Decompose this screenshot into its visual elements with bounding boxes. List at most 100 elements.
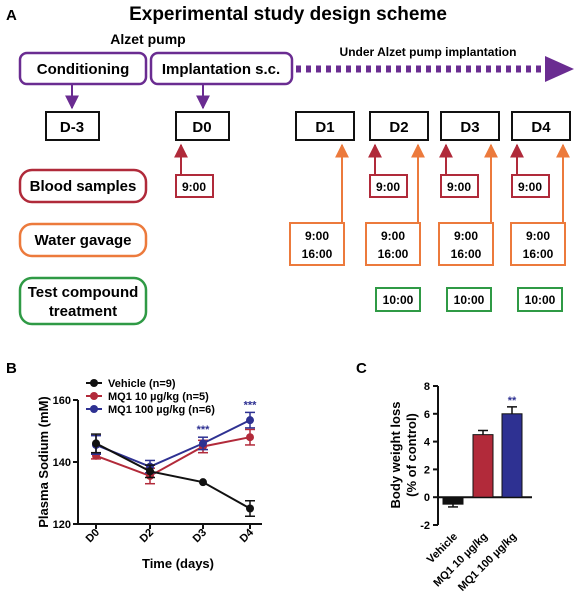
- water-time-d2: [365, 222, 421, 266]
- y-tick-label-120: 120: [53, 519, 71, 531]
- x-tick-label-d0: D0: [84, 527, 102, 545]
- series-line-mq1-100-g-kg-n-6: [95, 419, 251, 468]
- bar-y-tick-label-4: 4: [424, 437, 431, 449]
- diagram-title: Experimental study design scheme: [129, 4, 447, 25]
- line-chart-marks: *** ***: [91, 399, 258, 517]
- test-time-d4-label: 10:00: [525, 293, 556, 307]
- data-point-vehicle-n-9-d2: [146, 467, 154, 476]
- day-label-d0: D0: [192, 119, 211, 136]
- data-point-vehicle-n-9-d4: [246, 504, 254, 513]
- day-label-d2: D2: [389, 119, 408, 136]
- water-time-d3-line2: 16:00: [451, 247, 482, 261]
- panel-c-ylabel-line2: (% of control): [404, 413, 419, 497]
- y-tick-label-140: 140: [53, 457, 71, 469]
- panel-c-ylabel-line1: Body weight loss: [388, 402, 403, 509]
- water-time-d1-line2: 16:00: [302, 247, 333, 261]
- test-time-d3-label: 10:00: [454, 293, 485, 307]
- panel-b: B Plasma Sodium (mM) Time (days) 1201401…: [6, 360, 262, 571]
- data-point-mq1-100-g-kg-n-6-d3: [199, 439, 207, 448]
- series-line-vehicle-n-9: [95, 442, 251, 510]
- series-line-mq1-10-g-kg-n-5: [95, 436, 251, 478]
- water-time-d3: [438, 222, 494, 266]
- day-label-d1: D1: [315, 119, 334, 136]
- panel-a-label: A: [6, 7, 17, 24]
- panel-b-ylabel: Plasma Sodium (mM): [36, 396, 51, 527]
- panel-b-xlabel: Time (days): [142, 556, 214, 571]
- test-time-d2: [375, 287, 421, 312]
- data-point-mq1-10-g-kg-n-5-d4: [246, 433, 254, 442]
- water-time-d2-line1: 9:00: [381, 229, 405, 243]
- timeline-label: Under Alzet pump implantation: [340, 45, 517, 59]
- panel-b-label: B: [6, 360, 17, 377]
- day-box-d1: [295, 111, 355, 141]
- significance-marker-d3: ***: [197, 424, 211, 436]
- test-time-d2-label: 10:00: [383, 293, 414, 307]
- implantation-label: Implantation s.c.: [162, 61, 280, 78]
- bar-y-tick-label-2: -2: [420, 520, 430, 532]
- day-label-d4: D4: [531, 119, 551, 136]
- line-chart-axes: 120 140 160 D0 D2 D3 D4: [53, 395, 262, 545]
- blood-time-d2: [369, 174, 408, 198]
- blood-samples-label: Blood samples: [30, 178, 137, 195]
- legend-label-mq1-100-g-kg-n-6: MQ1 100 µg/kg (n=6): [108, 404, 215, 416]
- test-compound-label-1: Test compound: [28, 284, 139, 301]
- panel-a: A Experimental study design scheme Alzet…: [6, 4, 574, 326]
- data-point-vehicle-n-9-d3: [199, 478, 207, 487]
- pump-label: Alzet pump: [110, 31, 185, 47]
- blood-samples-box: [18, 168, 148, 204]
- x-tick-label-d3: D3: [191, 527, 209, 545]
- water-time-d3-line1: 9:00: [454, 229, 478, 243]
- bar-y-tick-label-2: 2: [424, 464, 430, 476]
- bar-mq1-10-g-kg: [472, 434, 494, 498]
- significance-marker-d4: ***: [244, 399, 258, 411]
- panel-c-label: C: [356, 360, 367, 377]
- day-box-d2: [369, 111, 429, 141]
- data-point-mq1-100-g-kg-n-6-d4: [246, 416, 254, 425]
- water-time-d4: [510, 222, 566, 266]
- legend-marker-mq1-10-g-kg-n-5: [90, 392, 98, 400]
- blood-time-d3: [440, 174, 479, 198]
- bar-vehicle: [442, 496, 464, 505]
- conditioning-box: [18, 51, 148, 86]
- test-time-d4: [517, 287, 563, 312]
- blood-time-d4-label: 9:00: [518, 180, 542, 194]
- water-time-d2-line2: 16:00: [378, 247, 409, 261]
- bar-y-tick-label-8: 8: [424, 381, 430, 393]
- water-time-d1-line1: 9:00: [305, 229, 329, 243]
- blood-time-d2-label: 9:00: [376, 180, 400, 194]
- blood-time-d3-label: 9:00: [447, 180, 471, 194]
- timeline-arrowhead: [545, 56, 574, 82]
- day-box-d4: [511, 111, 571, 141]
- water-gavage-box: [18, 222, 148, 258]
- day-label-d3: D3: [460, 119, 479, 136]
- water-time-d1: [289, 222, 345, 266]
- water-time-d4-line1: 9:00: [526, 229, 550, 243]
- x-tick-label-d4: D4: [238, 526, 257, 545]
- panel-c: C Body weight loss (% of control) -2 0 2 4 6…: [356, 360, 532, 594]
- data-point-vehicle-n-9-d0: [92, 439, 100, 448]
- conditioning-label: Conditioning: [37, 61, 129, 78]
- blood-time-d4: [511, 174, 550, 198]
- legend-marker-vehicle-n-9: [90, 379, 98, 387]
- test-compound-label-2: treatment: [49, 303, 117, 320]
- blood-time-d0: [175, 174, 214, 198]
- test-compound-box: [18, 276, 148, 326]
- bar-y-tick-label-6: 6: [424, 409, 430, 421]
- day-label-d-3: D-3: [60, 119, 84, 136]
- legend-label-vehicle-n-9: Vehicle (n=9): [108, 378, 176, 390]
- legend-label-mq1-10-g-kg-n-5: MQ1 10 µg/kg (n=5): [108, 391, 209, 403]
- line-chart-legend: Vehicle (n=9)MQ1 10 µg/kg (n=5)MQ1 100 µ…: [86, 378, 215, 416]
- day-box-d3: [440, 111, 500, 141]
- bar-y-tick-label-0: 0: [424, 492, 430, 504]
- bar-significance-mq1-100-g-kg: **: [508, 395, 517, 407]
- y-tick-label-160: 160: [53, 395, 71, 407]
- blood-time-d0-label: 9:00: [182, 180, 206, 194]
- implantation-box: [149, 51, 294, 86]
- legend-marker-mq1-100-g-kg-n-6: [90, 405, 98, 413]
- x-tick-label-d2: D2: [138, 527, 156, 545]
- bar-mq1-100-g-kg: [501, 413, 523, 498]
- day-box-d-3: [45, 111, 100, 141]
- day-box-d0: [175, 111, 230, 141]
